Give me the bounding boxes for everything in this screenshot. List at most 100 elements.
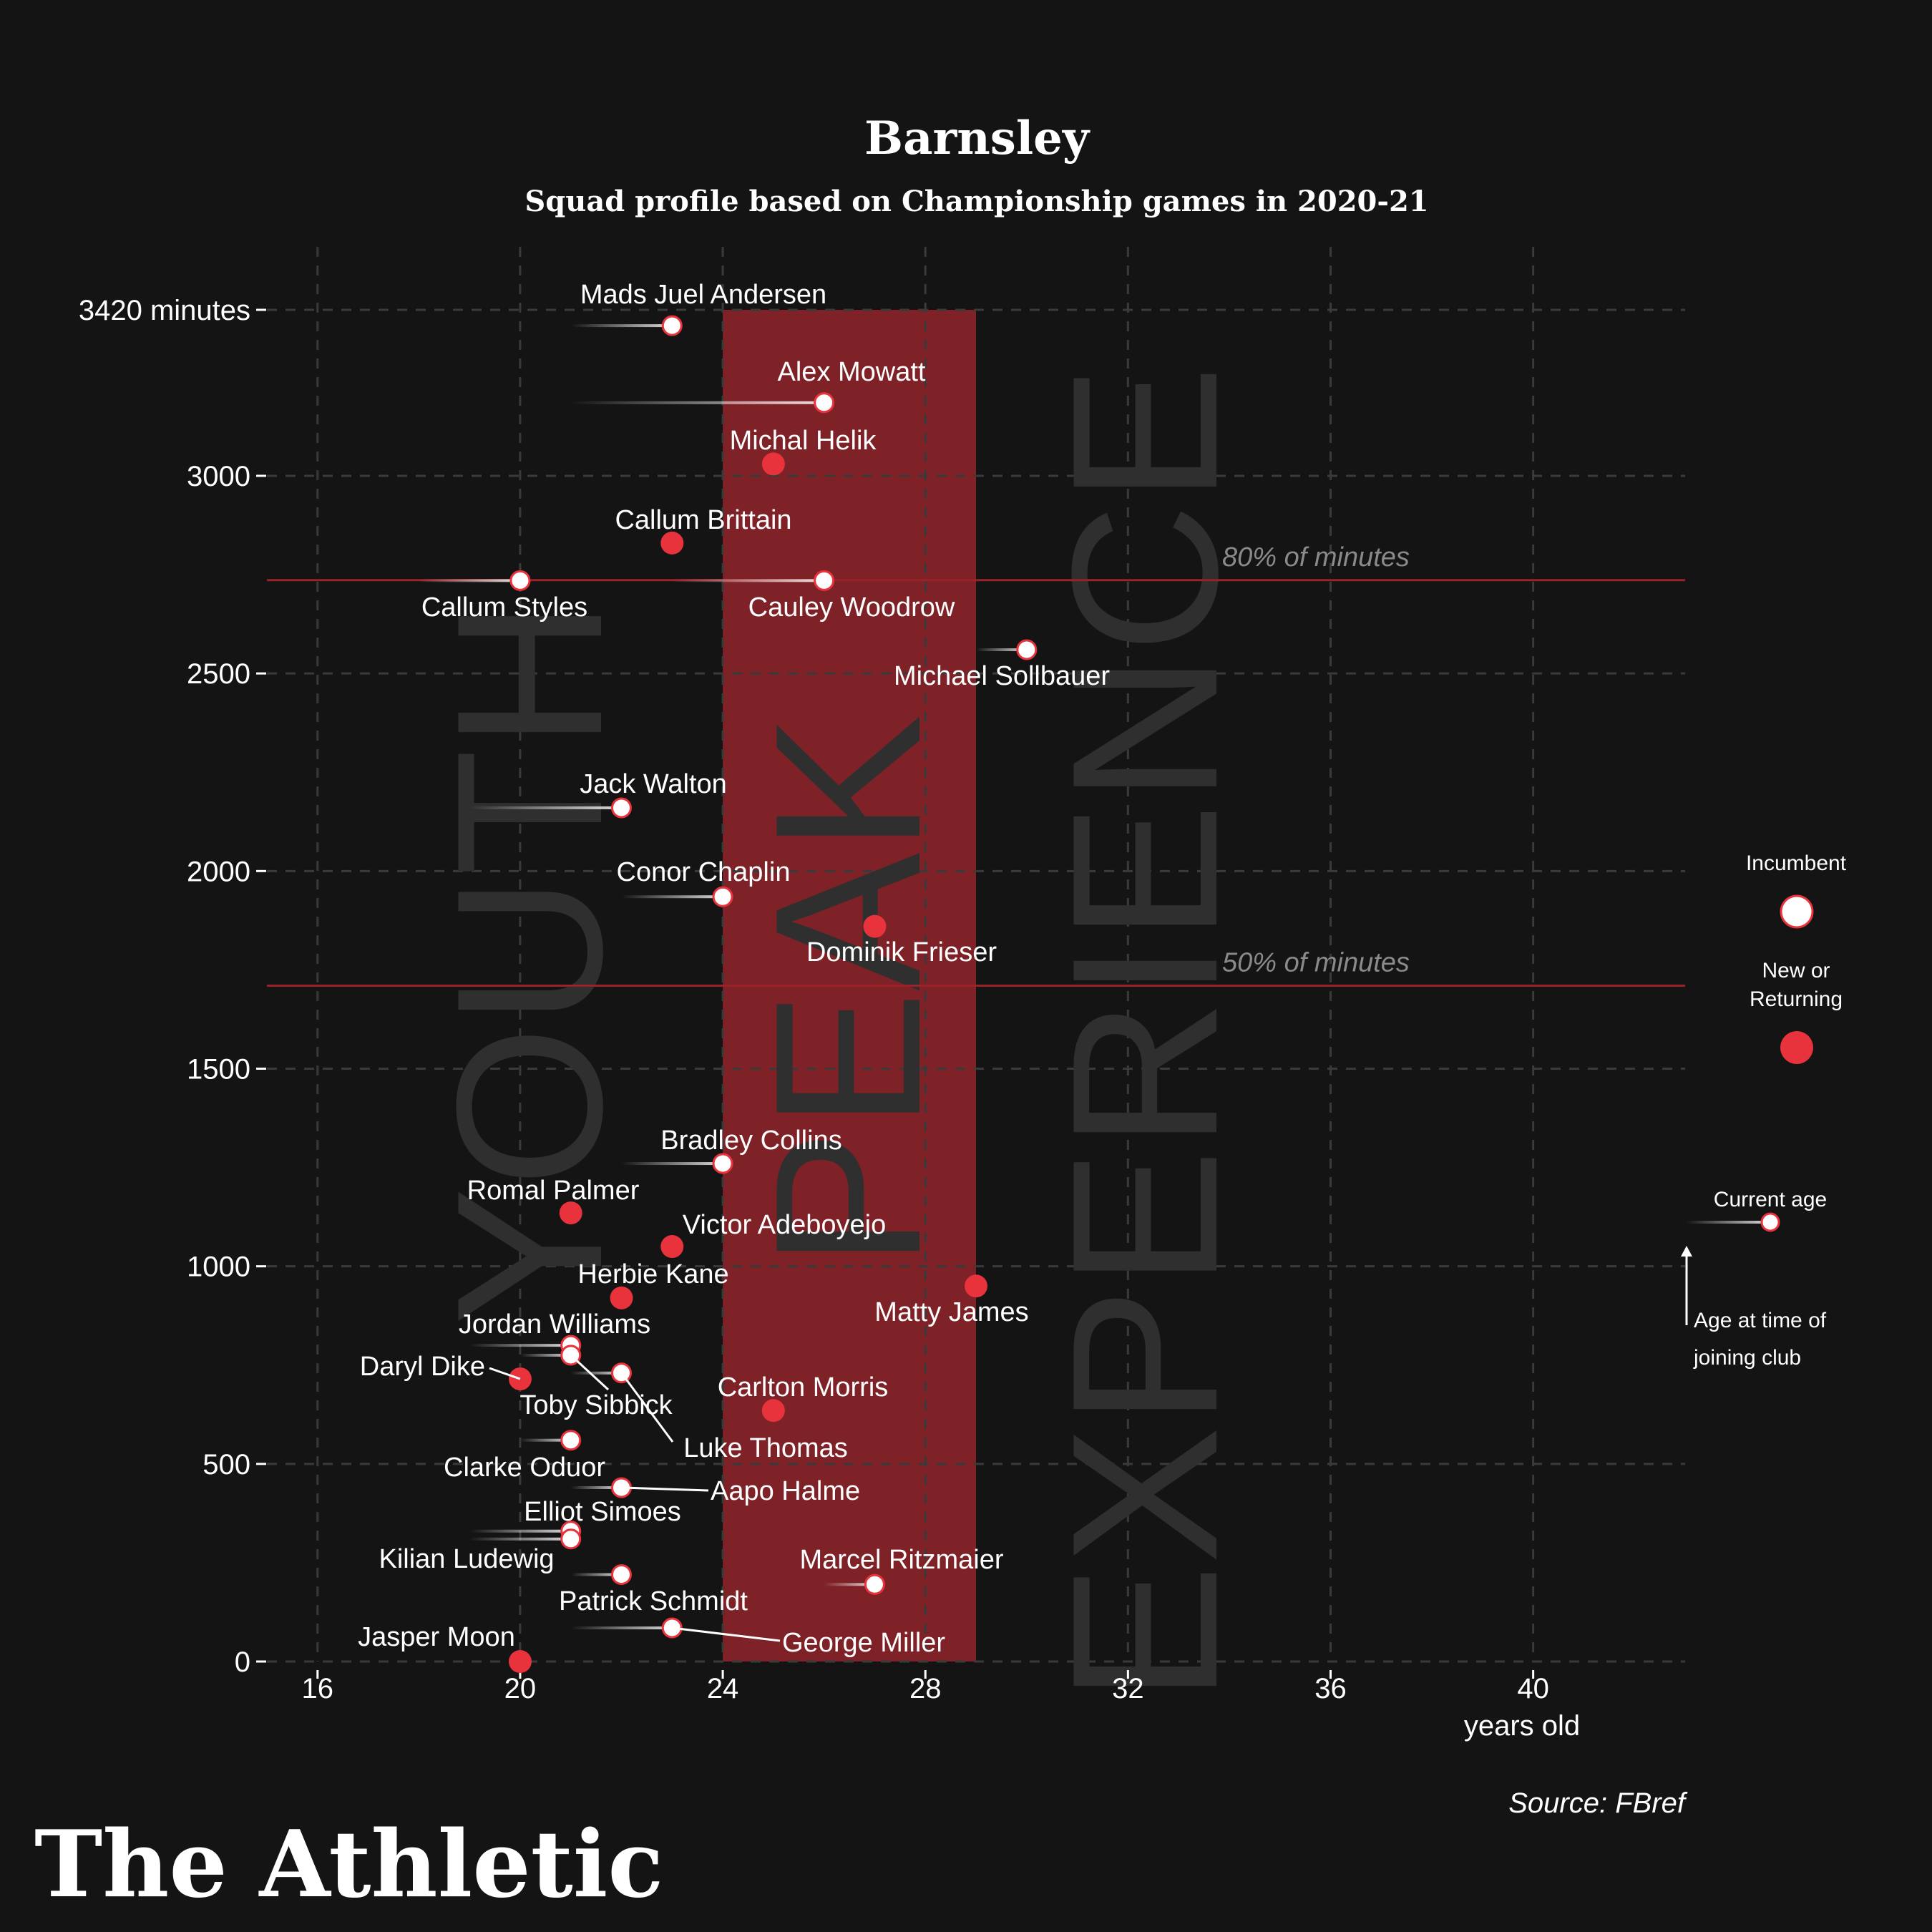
chart-title: Barnsley	[864, 112, 1091, 165]
zone-peak-label: PEAK	[732, 714, 964, 1268]
label-leader-line	[570, 1354, 610, 1391]
point-label: Dominik Frieser	[806, 937, 997, 967]
tenure-tail	[570, 401, 824, 404]
new-player-point	[965, 1274, 987, 1298]
point-label: Herbie Kane	[577, 1259, 728, 1289]
point-label: Clarke Oduor	[444, 1453, 605, 1483]
incumbent-point	[814, 392, 835, 414]
tenure-tail	[570, 1573, 622, 1576]
point-label: Michal Helik	[730, 426, 877, 456]
y-tick-label-2: 1000	[187, 1252, 250, 1283]
label-leader-line	[620, 1372, 674, 1443]
source-note: Source: FBref	[1508, 1787, 1688, 1819]
point-label: Jack Walton	[580, 769, 727, 799]
point-label: Jordan Williams	[459, 1309, 650, 1340]
point-label: Romal Palmer	[467, 1176, 640, 1206]
brand-logo: The Athletic	[34, 1811, 663, 1918]
incumbent-point	[560, 1528, 582, 1550]
tenure-tail	[824, 1583, 875, 1586]
legend-arrow-head	[1681, 1246, 1692, 1257]
point-label: George Miller	[782, 1628, 945, 1658]
chart-subtitle: Squad profile based on Championship game…	[525, 185, 1428, 218]
point-label: Bradley Collins	[660, 1126, 841, 1156]
incumbent-point	[1016, 639, 1038, 660]
incumbent-point	[611, 797, 632, 819]
point-label: Conor Chaplin	[617, 857, 791, 887]
y-tick-label-7: 3420 minutes	[79, 295, 250, 326]
incumbent-point	[712, 1153, 733, 1174]
tenure-tail	[976, 648, 1027, 652]
tenure-tail	[469, 806, 622, 809]
tenure-tail	[519, 1353, 571, 1357]
incumbent-point	[560, 1430, 582, 1451]
y-tick-label-6: 3000	[187, 461, 250, 492]
reference-line-label-1: 50% of minutes	[1222, 948, 1410, 978]
new-player-point	[761, 452, 785, 476]
incumbent-point	[509, 570, 531, 591]
y-tick-label-3: 1500	[187, 1053, 250, 1085]
new-player-point	[761, 1399, 785, 1423]
tenure-tail	[621, 1162, 723, 1166]
incumbent-point	[611, 1563, 632, 1585]
label-leader-line	[672, 1626, 781, 1642]
zone-youth-label: YOUTH	[414, 600, 645, 1326]
legend-incumbent-marker	[1780, 894, 1814, 929]
point-label: Toby Sibbick	[519, 1390, 673, 1420]
point-label: Kilian Ludewig	[379, 1544, 554, 1574]
tenure-tail	[469, 1344, 571, 1347]
incumbent-point	[864, 1574, 885, 1595]
tenure-tail	[570, 1371, 622, 1375]
new-player-point	[660, 531, 684, 555]
y-tick-label-1: 500	[203, 1449, 250, 1480]
incumbent-point	[661, 315, 683, 336]
x-tick-label-4: 32	[1112, 1673, 1144, 1704]
tenure-tail	[469, 1537, 571, 1541]
legend-current-age-label: Current age	[1714, 1188, 1827, 1211]
reference-line-label-0: 80% of minutes	[1222, 542, 1410, 572]
legend-joining-label-line2: joining club	[1693, 1346, 1801, 1370]
legend: Incumbent New or Returning Current age A…	[1681, 852, 1847, 1370]
label-leader-line	[489, 1367, 521, 1380]
point-label: Michael Sollbauer	[894, 661, 1110, 691]
point-labels: Mads Juel Andersen Alex Mowatt Callum Styl…	[358, 280, 1110, 1658]
x-tick-label-0: 16	[302, 1673, 334, 1704]
incumbent-point	[712, 886, 733, 907]
new-player-point	[610, 1286, 633, 1309]
point-label: Patrick Schmidt	[559, 1586, 748, 1616]
point-label: Carlton Morris	[718, 1372, 889, 1402]
point-label: Marcel Ritzmaier	[799, 1545, 1003, 1575]
point-label: Jasper Moon	[358, 1622, 515, 1652]
tenure-tail	[519, 1438, 571, 1442]
point-label: Matty James	[874, 1297, 1028, 1327]
tenure-tail	[419, 579, 520, 582]
legend-current-age-marker	[1760, 1212, 1780, 1232]
zone-experience-label: EXPERIENCE	[1029, 365, 1261, 1702]
point-label: Daryl Dike	[360, 1352, 485, 1382]
point-label: Callum Brittain	[615, 505, 791, 535]
tenure-tail	[672, 579, 824, 582]
y-tick-label-4: 2000	[187, 856, 250, 887]
x-tick-label-2: 24	[707, 1673, 739, 1704]
x-tick-label-6: 40	[1517, 1673, 1549, 1704]
grid	[267, 247, 1685, 1663]
tenure-tail	[621, 895, 723, 899]
point-label: Cauley Woodrow	[748, 592, 955, 623]
tenure-tail	[570, 324, 673, 328]
new-player-point	[863, 914, 887, 938]
legend-tail	[1686, 1221, 1770, 1224]
legend-new-label-line2: Returning	[1750, 987, 1843, 1011]
point-label: Elliot Simoes	[524, 1497, 681, 1527]
new-player-point	[508, 1650, 532, 1673]
x-axis-label: years old	[1464, 1710, 1580, 1742]
tenure-tail	[469, 1529, 571, 1533]
x-tick-label-1: 20	[504, 1673, 537, 1704]
point-label: Mads Juel Andersen	[580, 280, 826, 310]
y-tick-label-0: 0	[235, 1646, 250, 1678]
axes: 16 20 24 28 32 36 40 0 500 1000 1500 2000 2500 3000 34…	[79, 295, 1549, 1704]
new-player-point	[559, 1201, 582, 1225]
x-tick-label-5: 36	[1314, 1673, 1347, 1704]
incumbent-point	[814, 570, 835, 591]
points	[419, 315, 1038, 1673]
point-label: Luke Thomas	[683, 1433, 848, 1463]
